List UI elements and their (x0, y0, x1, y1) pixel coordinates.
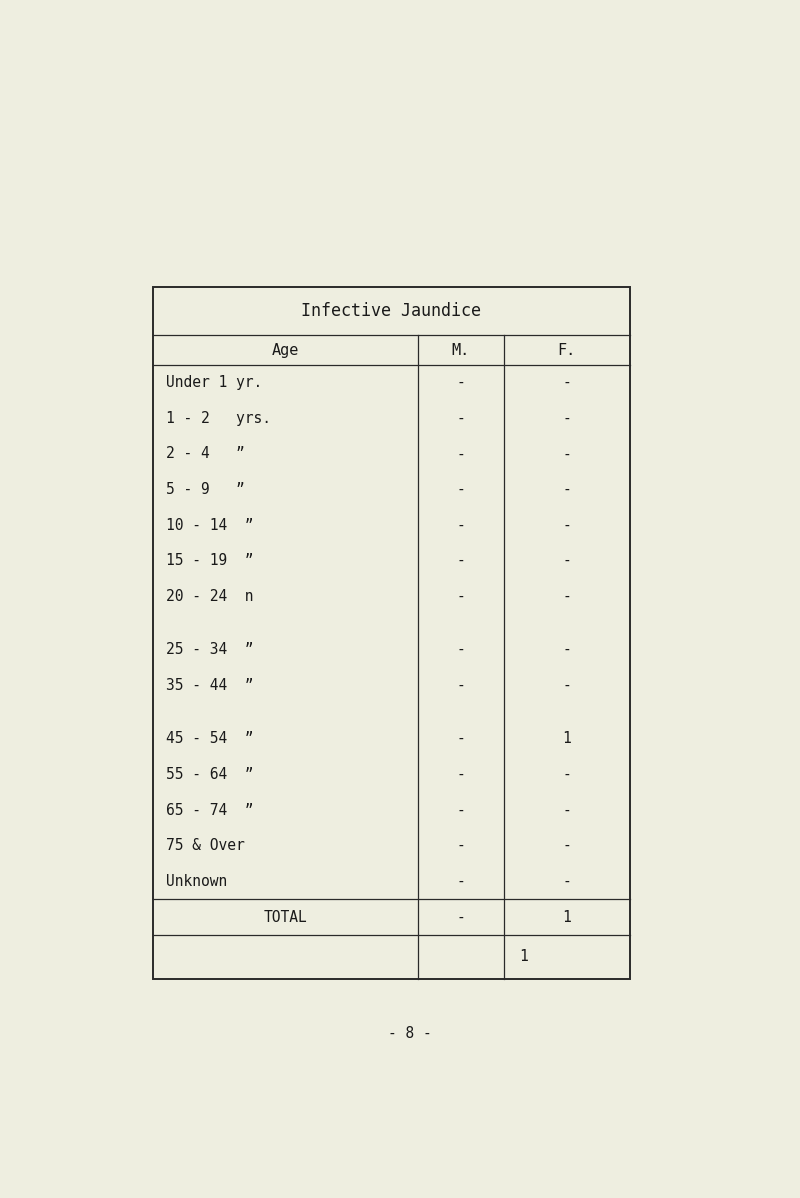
Text: 75 & Over: 75 & Over (166, 839, 245, 853)
Text: -: - (456, 589, 465, 604)
Text: Under 1 yr.: Under 1 yr. (166, 375, 262, 391)
Text: Unknown: Unknown (166, 873, 227, 889)
Text: -: - (456, 518, 465, 533)
Text: -: - (456, 731, 465, 746)
Text: -: - (456, 482, 465, 497)
Text: -: - (562, 447, 571, 461)
Text: - 8 -: - 8 - (388, 1027, 432, 1041)
Text: -: - (562, 803, 571, 817)
Text: -: - (456, 642, 465, 658)
Text: -: - (456, 375, 465, 391)
Text: -: - (562, 642, 571, 658)
Text: F.: F. (558, 343, 576, 357)
Text: -: - (562, 518, 571, 533)
Text: -: - (562, 767, 571, 782)
Text: 65 - 74  ”: 65 - 74 ” (166, 803, 254, 817)
Text: 1: 1 (562, 731, 571, 746)
Text: -: - (456, 411, 465, 425)
Text: 1: 1 (519, 949, 528, 964)
Text: 1: 1 (562, 909, 571, 925)
Text: -: - (562, 482, 571, 497)
Text: -: - (562, 589, 571, 604)
Bar (153, 286, 630, 979)
Text: 1 - 2   yrs.: 1 - 2 yrs. (166, 411, 271, 425)
Text: -: - (456, 447, 465, 461)
Text: 35 - 44  ”: 35 - 44 ” (166, 678, 254, 692)
Text: Infective Jaundice: Infective Jaundice (302, 302, 482, 320)
Text: Age: Age (271, 343, 299, 357)
Text: 10 - 14  ”: 10 - 14 ” (166, 518, 254, 533)
Text: 20 - 24  n: 20 - 24 n (166, 589, 254, 604)
Text: 25 - 34  ”: 25 - 34 ” (166, 642, 254, 658)
Text: -: - (456, 909, 465, 925)
Text: -: - (456, 839, 465, 853)
Text: -: - (456, 873, 465, 889)
Text: 45 - 54  ”: 45 - 54 ” (166, 731, 254, 746)
Text: -: - (562, 411, 571, 425)
Text: 5 - 9   ”: 5 - 9 ” (166, 482, 245, 497)
Text: -: - (562, 375, 571, 391)
Text: 55 - 64  ”: 55 - 64 ” (166, 767, 254, 782)
Text: -: - (456, 678, 465, 692)
Text: TOTAL: TOTAL (263, 909, 307, 925)
Text: 15 - 19  ”: 15 - 19 ” (166, 553, 254, 568)
Text: M.: M. (451, 343, 470, 357)
Text: -: - (456, 553, 465, 568)
Text: 2 - 4   ”: 2 - 4 ” (166, 447, 245, 461)
Text: -: - (562, 553, 571, 568)
Text: -: - (562, 873, 571, 889)
Text: -: - (456, 803, 465, 817)
Text: -: - (562, 839, 571, 853)
Text: -: - (562, 678, 571, 692)
Text: -: - (456, 767, 465, 782)
